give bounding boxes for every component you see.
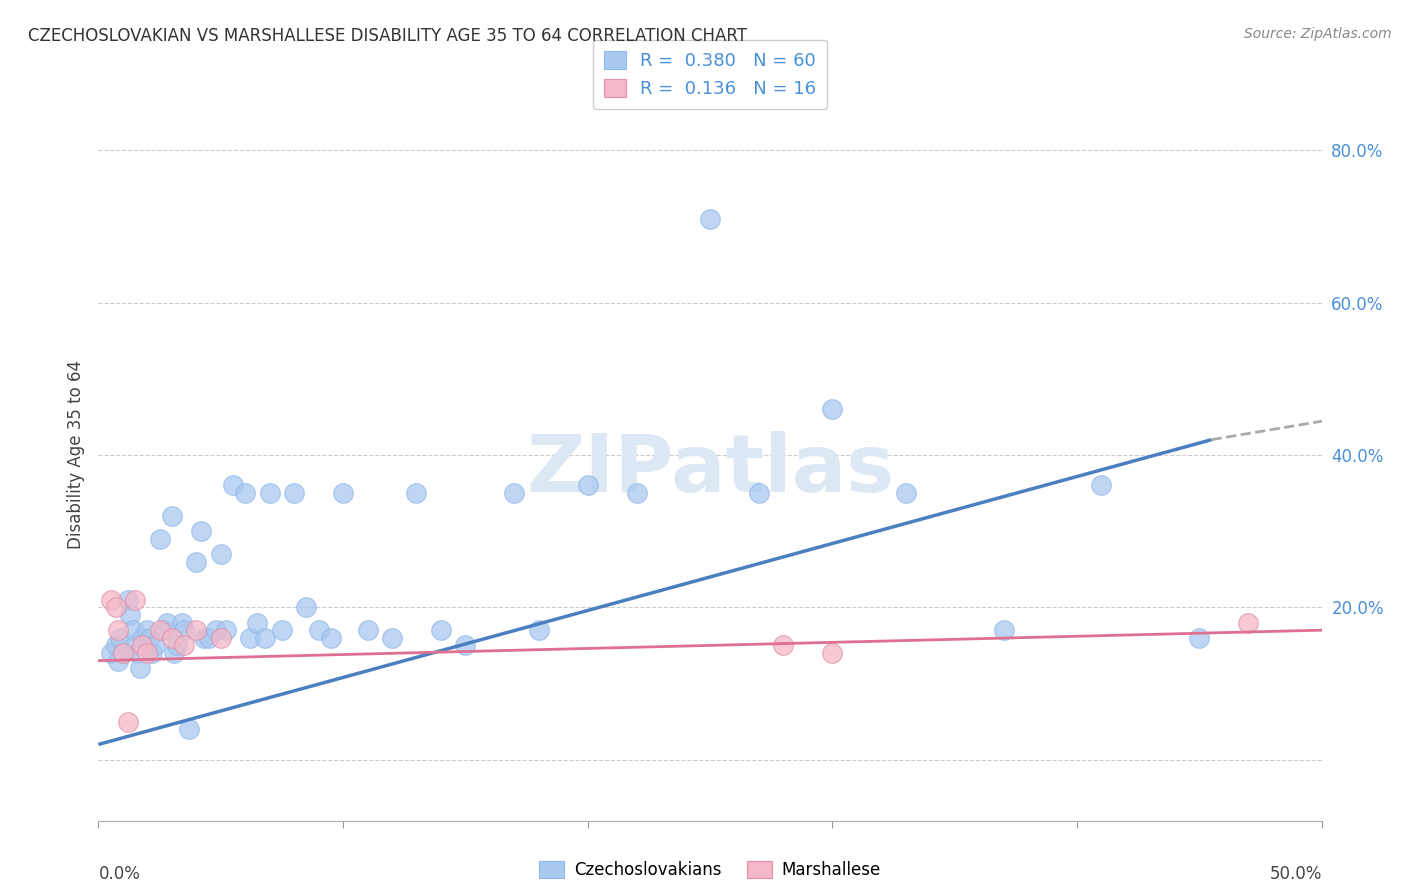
- Point: [166, 639, 188, 653]
- Point: [131, 631, 153, 645]
- Point: [163, 646, 186, 660]
- Point: [107, 623, 129, 637]
- Point: [153, 623, 176, 637]
- Point: [193, 631, 215, 645]
- Point: [156, 615, 179, 630]
- Point: [699, 211, 721, 226]
- Point: [121, 623, 143, 637]
- Point: [170, 615, 193, 630]
- Point: [283, 486, 305, 500]
- Point: [821, 646, 844, 660]
- Point: [430, 623, 453, 637]
- Point: [136, 646, 159, 660]
- Text: 50.0%: 50.0%: [1270, 864, 1322, 882]
- Point: [177, 723, 200, 737]
- Point: [1237, 615, 1260, 630]
- Point: [173, 639, 195, 653]
- Text: CZECHOSLOVAKIAN VS MARSHALLESE DISABILITY AGE 35 TO 64 CORRELATION CHART: CZECHOSLOVAKIAN VS MARSHALLESE DISABILIT…: [28, 27, 747, 45]
- Text: Source: ZipAtlas.com: Source: ZipAtlas.com: [1244, 27, 1392, 41]
- Point: [772, 639, 794, 653]
- Point: [197, 631, 219, 645]
- Point: [160, 631, 183, 645]
- Point: [503, 486, 526, 500]
- Point: [527, 623, 550, 637]
- Point: [129, 661, 152, 675]
- Text: ZIPatlas: ZIPatlas: [526, 431, 894, 508]
- Point: [454, 639, 477, 653]
- Point: [332, 486, 354, 500]
- Point: [205, 623, 228, 637]
- Point: [259, 486, 281, 500]
- Point: [246, 615, 269, 630]
- Point: [186, 555, 208, 569]
- Point: [149, 623, 172, 637]
- Point: [1188, 631, 1211, 645]
- Point: [821, 402, 844, 417]
- Point: [139, 631, 162, 645]
- Point: [233, 486, 256, 500]
- Point: [111, 646, 134, 660]
- Point: [209, 547, 232, 561]
- Point: [104, 639, 127, 653]
- Point: [136, 623, 159, 637]
- Point: [127, 646, 149, 660]
- Point: [100, 646, 122, 660]
- Point: [120, 607, 142, 622]
- Point: [576, 478, 599, 492]
- Point: [356, 623, 378, 637]
- Point: [319, 631, 342, 645]
- Point: [894, 486, 917, 500]
- Y-axis label: Disability Age 35 to 64: Disability Age 35 to 64: [66, 360, 84, 549]
- Point: [100, 592, 122, 607]
- Point: [110, 631, 132, 645]
- Point: [124, 592, 146, 607]
- Point: [107, 654, 129, 668]
- Legend: Czechoslovakians, Marshallese: Czechoslovakians, Marshallese: [533, 854, 887, 886]
- Point: [253, 631, 276, 645]
- Point: [270, 623, 294, 637]
- Point: [209, 631, 232, 645]
- Point: [222, 478, 245, 492]
- Point: [308, 623, 330, 637]
- Point: [141, 646, 163, 660]
- Point: [111, 646, 134, 660]
- Text: 0.0%: 0.0%: [98, 864, 141, 882]
- Point: [173, 623, 195, 637]
- Point: [160, 508, 183, 523]
- Point: [295, 600, 318, 615]
- Point: [239, 631, 262, 645]
- Point: [117, 714, 139, 729]
- Point: [124, 639, 146, 653]
- Point: [190, 524, 212, 538]
- Point: [381, 631, 404, 645]
- Point: [186, 623, 208, 637]
- Point: [993, 623, 1015, 637]
- Point: [131, 639, 153, 653]
- Point: [748, 486, 770, 500]
- Point: [149, 532, 172, 546]
- Point: [117, 592, 139, 607]
- Point: [214, 623, 236, 637]
- Point: [1090, 478, 1112, 492]
- Point: [104, 600, 127, 615]
- Point: [626, 486, 648, 500]
- Point: [143, 639, 166, 653]
- Point: [405, 486, 427, 500]
